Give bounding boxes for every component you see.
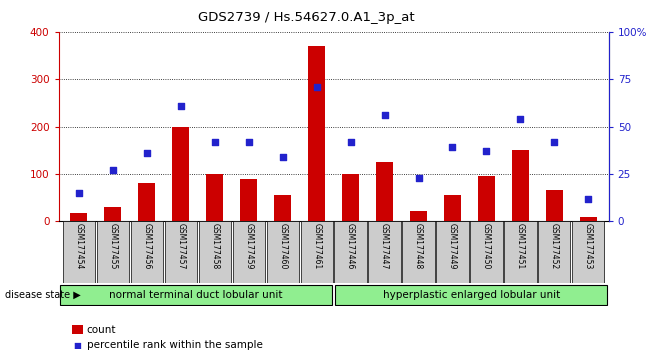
Bar	[376, 162, 393, 221]
Bar	[274, 195, 291, 221]
Bar	[61, 285, 332, 305]
Text: GSM177461: GSM177461	[312, 223, 321, 269]
Bar	[335, 285, 607, 305]
Point	[346, 139, 356, 144]
Point	[107, 167, 118, 173]
Bar	[131, 221, 163, 283]
Text: GSM177458: GSM177458	[210, 223, 219, 269]
Bar	[301, 221, 333, 283]
Text: GSM177452: GSM177452	[550, 223, 559, 269]
Bar	[470, 221, 503, 283]
Text: GSM177447: GSM177447	[380, 223, 389, 269]
Bar	[165, 221, 197, 283]
Text: GSM177449: GSM177449	[448, 223, 457, 269]
Point	[380, 112, 390, 118]
Bar	[173, 127, 189, 221]
Bar	[580, 217, 597, 221]
Bar	[505, 221, 536, 283]
Bar	[97, 221, 129, 283]
Text: GSM177455: GSM177455	[109, 223, 117, 269]
Bar	[342, 174, 359, 221]
Text: GSM177460: GSM177460	[278, 223, 287, 269]
Bar	[240, 179, 257, 221]
Point	[549, 139, 560, 144]
Point	[74, 190, 84, 196]
Point	[515, 116, 525, 122]
Bar	[436, 221, 469, 283]
Point	[583, 196, 594, 201]
Point	[210, 139, 220, 144]
Bar	[410, 211, 427, 221]
Bar	[104, 207, 121, 221]
Bar	[444, 195, 461, 221]
Point	[311, 84, 322, 90]
Text: normal terminal duct lobular unit: normal terminal duct lobular unit	[109, 290, 283, 300]
Text: GSM177450: GSM177450	[482, 223, 491, 269]
Point	[481, 148, 492, 154]
Bar	[63, 221, 95, 283]
Point	[447, 144, 458, 150]
Point	[142, 150, 152, 156]
Text: ■: ■	[73, 341, 81, 350]
Point	[413, 175, 424, 181]
Bar	[572, 221, 604, 283]
Bar	[538, 221, 570, 283]
Text: disease state ▶: disease state ▶	[5, 290, 81, 300]
Bar	[308, 46, 325, 221]
Text: GSM177451: GSM177451	[516, 223, 525, 269]
Bar	[512, 150, 529, 221]
Text: count: count	[87, 325, 116, 335]
Text: hyperplastic enlarged lobular unit: hyperplastic enlarged lobular unit	[383, 290, 560, 300]
Bar	[206, 174, 223, 221]
Bar	[368, 221, 401, 283]
Text: GSM177453: GSM177453	[584, 223, 593, 269]
Point	[243, 139, 254, 144]
Point	[176, 103, 186, 109]
Text: GSM177456: GSM177456	[143, 223, 152, 269]
Bar	[199, 221, 231, 283]
Text: percentile rank within the sample: percentile rank within the sample	[87, 340, 262, 350]
Text: GSM177457: GSM177457	[176, 223, 186, 269]
Bar	[402, 221, 435, 283]
Point	[277, 154, 288, 160]
Bar	[266, 221, 299, 283]
Text: GDS2739 / Hs.54627.0.A1_3p_at: GDS2739 / Hs.54627.0.A1_3p_at	[198, 11, 414, 24]
Text: GSM177459: GSM177459	[244, 223, 253, 269]
Bar	[478, 176, 495, 221]
Bar	[232, 221, 265, 283]
Bar	[546, 190, 563, 221]
Bar	[335, 221, 367, 283]
Text: GSM177454: GSM177454	[74, 223, 83, 269]
Bar	[139, 183, 156, 221]
Bar	[70, 213, 87, 221]
Text: GSM177448: GSM177448	[414, 223, 423, 269]
Text: GSM177446: GSM177446	[346, 223, 355, 269]
